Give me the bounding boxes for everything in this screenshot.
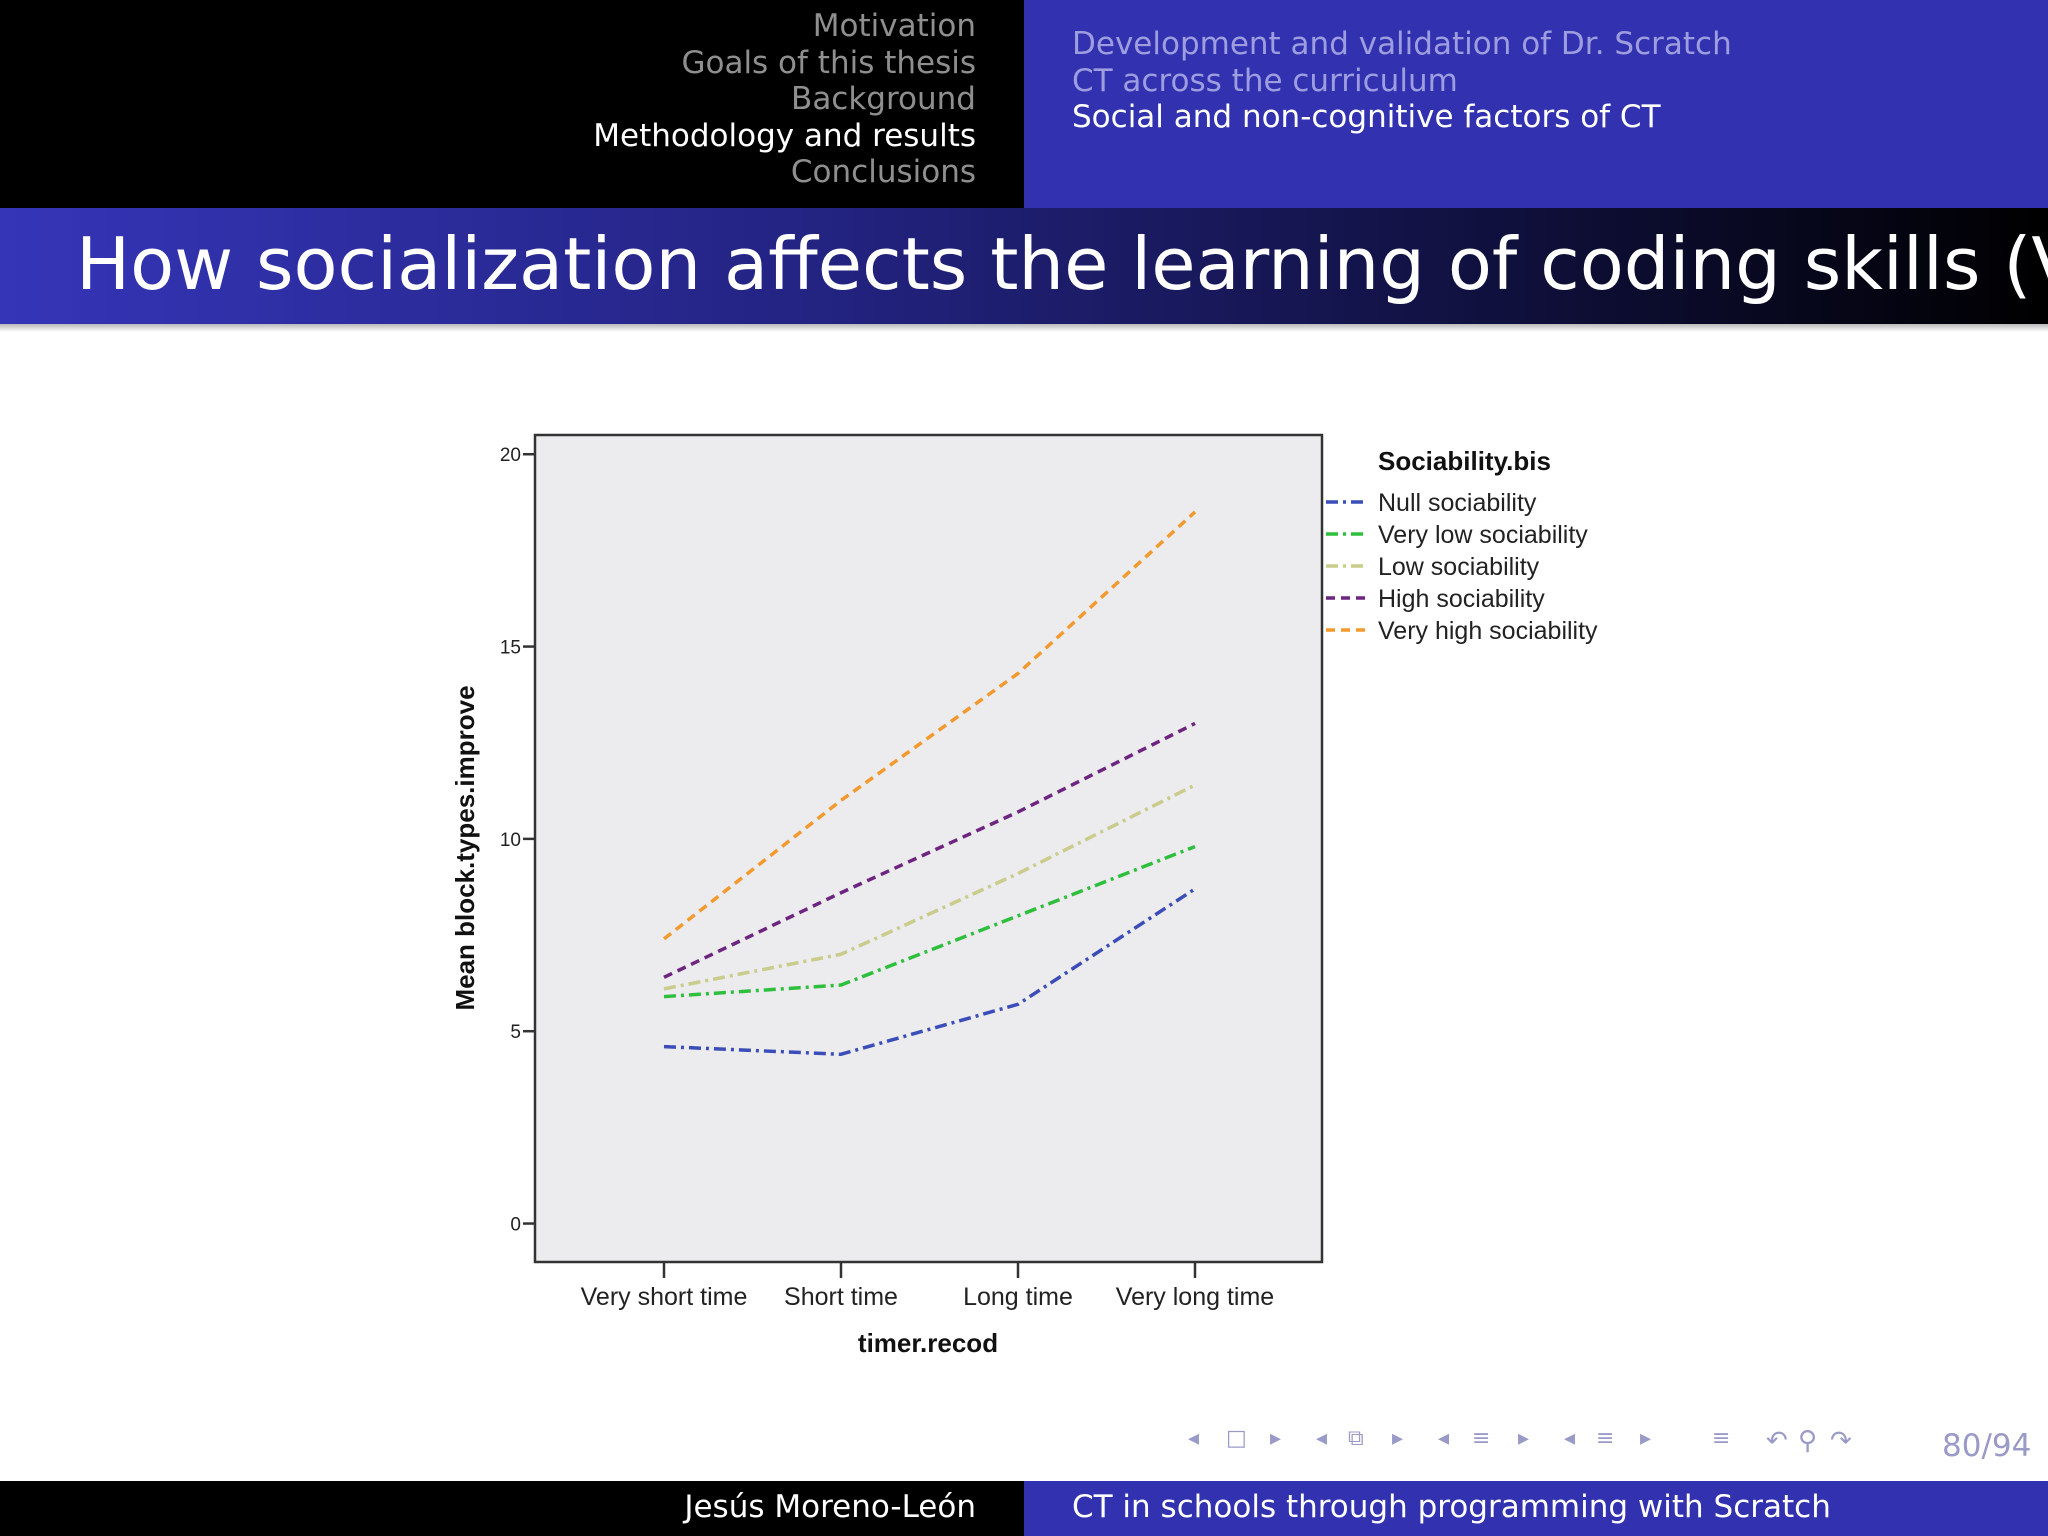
y-tick-label: 20 xyxy=(500,445,521,466)
series-line xyxy=(663,721,1196,979)
section-nav: Motivation Goals of this thesis Background… xyxy=(0,0,1024,208)
legend-title: Sociability.bis xyxy=(1378,446,1551,476)
y-axis: 0 5 10 15 20 xyxy=(500,445,535,1236)
nav-outline-icon[interactable]: ≡ xyxy=(1712,1426,1731,1451)
nav-subsection-icon[interactable]: ⧉ xyxy=(1348,1426,1364,1451)
nav-prev-icon[interactable]: ◂ xyxy=(1316,1426,1328,1451)
subsection-item[interactable]: Development and validation of Dr. Scratc… xyxy=(1072,26,1732,62)
title-bar: How socialization affects the learning o… xyxy=(0,208,2048,332)
nav-prev-icon[interactable]: ◂ xyxy=(1438,1426,1450,1451)
nav-next-icon[interactable]: ▸ xyxy=(1270,1426,1282,1451)
legend-item-label: Very high sociability xyxy=(1378,617,1598,645)
x-tick-label: Very long time xyxy=(1116,1283,1274,1311)
search-icon[interactable]: ⚲ xyxy=(1798,1426,1818,1456)
section-item[interactable]: Background xyxy=(791,81,976,117)
x-tick-label: Very short time xyxy=(581,1283,748,1311)
series-lines xyxy=(662,510,1197,1057)
subsection-list: Development and validation of Dr. Scratc… xyxy=(1072,26,1732,136)
series-line xyxy=(663,887,1196,1057)
subsection-item[interactable]: CT across the curriculum xyxy=(1072,62,1458,99)
y-axis-title: Mean block.types.improve xyxy=(450,685,480,1010)
y-tick-label: 15 xyxy=(500,638,521,659)
subsection-nav: Development and validation of Dr. Scratc… xyxy=(1024,0,2048,208)
navigation-symbols: ◂ □ ▸ ◂ ⧉ ▸ ◂ ≡ ▸ ◂ ≡ ▸ ≡ ↶ ⚲ ↷ xyxy=(1188,1426,1888,1462)
x-tick-label: Long time xyxy=(963,1283,1073,1311)
x-tick-label: Short time xyxy=(784,1283,898,1311)
nav-next-icon[interactable]: ▸ xyxy=(1640,1426,1652,1451)
page-number: 80/94 xyxy=(1942,1428,2032,1464)
y-tick-label: 0 xyxy=(510,1215,521,1236)
legend: Sociability.bis Null sociability Very low… xyxy=(1326,446,1598,645)
nav-next-icon[interactable]: ▸ xyxy=(1518,1426,1530,1451)
section-list: Motivation Goals of this thesis Background… xyxy=(593,8,976,191)
section-item[interactable]: Motivation xyxy=(812,8,976,44)
x-axis: Very short time Short time Long time Very l… xyxy=(581,1262,1274,1311)
nav-section-icon[interactable]: ≡ xyxy=(1472,1426,1491,1451)
section-item[interactable]: Methodology and results xyxy=(593,117,976,154)
nav-next-icon[interactable]: ▸ xyxy=(1392,1426,1404,1451)
section-item[interactable]: Conclusions xyxy=(790,154,976,190)
slide-title: How socialization affects the learning o… xyxy=(76,222,2048,306)
footer-short-title: CT in schools through programming with S… xyxy=(1072,1489,1831,1525)
section-item[interactable]: Goals of this thesis xyxy=(681,44,976,81)
footer-author: Jesús Moreno-León xyxy=(684,1489,976,1525)
nav-document-icon[interactable]: ≡ xyxy=(1596,1426,1615,1451)
nav-prev-icon[interactable]: ◂ xyxy=(1188,1426,1200,1451)
legend-item-label: High sociability xyxy=(1378,585,1545,613)
series-line xyxy=(662,510,1197,941)
y-tick-label: 5 xyxy=(510,1022,521,1043)
nav-frame-icon[interactable]: □ xyxy=(1226,1426,1247,1451)
redo-icon[interactable]: ↷ xyxy=(1830,1426,1852,1456)
x-axis-title: timer.recod xyxy=(858,1328,998,1358)
line-chart: 0 5 10 15 20 Very short time Short time Long t… xyxy=(450,433,1598,1358)
y-tick-label: 10 xyxy=(500,830,521,851)
undo-icon[interactable]: ↶ xyxy=(1766,1426,1788,1456)
plot-area xyxy=(533,433,1324,1264)
series-line xyxy=(663,783,1196,991)
legend-item-label: Very low sociability xyxy=(1378,521,1588,549)
legend-item-label: Low sociability xyxy=(1378,553,1540,581)
nav-prev-icon[interactable]: ◂ xyxy=(1564,1426,1576,1451)
footer-left: Jesús Moreno-León xyxy=(0,1481,1024,1536)
footer-right: CT in schools through programming with S… xyxy=(1024,1481,2048,1536)
legend-item-label: Null sociability xyxy=(1378,489,1537,517)
subsection-item[interactable]: Social and non-cognitive factors of CT xyxy=(1072,99,1661,135)
